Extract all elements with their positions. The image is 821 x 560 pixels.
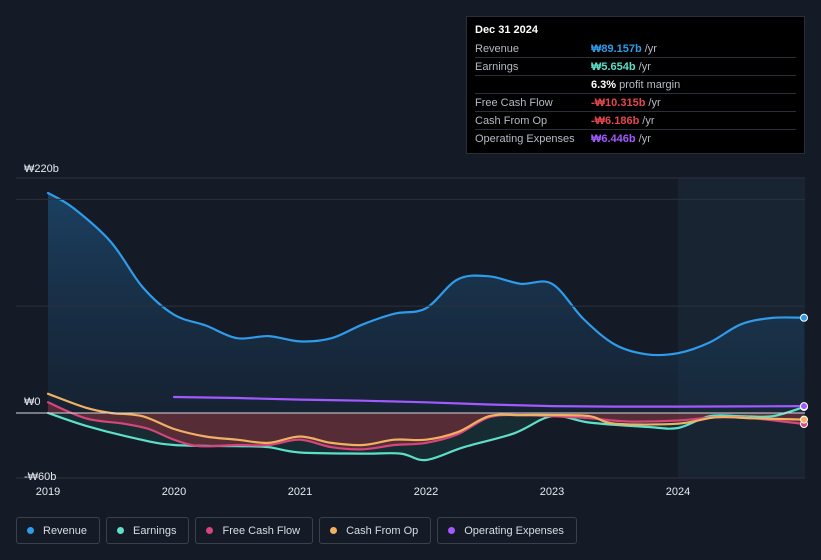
tooltip-label: Free Cash Flow xyxy=(475,96,553,109)
tooltip: Dec 31 2024 Revenue ₩89.157b/yr Earnings ₩5… xyxy=(466,16,805,154)
legend-label: Earnings xyxy=(133,524,177,537)
tooltip-unit: /yr xyxy=(638,132,651,145)
revenue-area xyxy=(48,193,804,413)
tooltip-row: Free Cash Flow -₩10.315b/yr xyxy=(475,93,796,111)
tooltip-row: Cash From Op -₩6.186b/yr xyxy=(475,111,796,129)
tooltip-value: -₩6.186b xyxy=(591,114,640,127)
tooltip-unit: /yr xyxy=(638,60,651,73)
tooltip-value: ₩5.654b xyxy=(591,60,636,73)
cash-from-op-end-marker xyxy=(800,415,808,424)
revenue-line xyxy=(46,191,806,357)
legend-item-revenue[interactable]: Revenue xyxy=(16,517,101,544)
free-cash-flow-area xyxy=(48,402,804,450)
y-tick-label: ₩220b xyxy=(24,163,59,175)
x-tick-label: 2021 xyxy=(288,486,312,498)
cash-from-op-line xyxy=(46,392,806,447)
legend-dot xyxy=(27,527,34,534)
tooltip-unit: /yr xyxy=(648,96,661,109)
legend: Revenue Earnings Free Cash Flow Cash From O… xyxy=(16,517,577,544)
legend-dot xyxy=(448,527,456,534)
tooltip-value: ₩6.446b xyxy=(591,132,636,145)
tooltip-row: Revenue ₩89.157b/yr xyxy=(475,40,796,57)
tooltip-unit: /yr xyxy=(642,114,655,127)
tooltip-label: Revenue xyxy=(475,42,520,55)
free-cash-flow-line xyxy=(46,401,806,451)
tooltip-value: 6.3% xyxy=(591,78,617,91)
tooltip-value: -₩10.315b xyxy=(591,96,646,109)
legend-label: Revenue xyxy=(43,524,88,537)
tooltip-label: Earnings xyxy=(475,60,519,73)
legend-item-operating-expenses[interactable]: Operating Expenses xyxy=(437,517,577,544)
tooltip-label: Operating Expenses xyxy=(475,132,575,145)
operating-expenses-line xyxy=(172,395,806,408)
tooltip-row: 6.3% profit margin xyxy=(475,75,796,93)
tooltip-date: Dec 31 2024 xyxy=(475,24,538,36)
x-tick-label: 2024 xyxy=(666,486,690,498)
legend-dot xyxy=(206,527,214,534)
legend-item-cash-from-op[interactable]: Cash From Op xyxy=(319,517,432,544)
legend-label: Free Cash Flow xyxy=(222,524,301,537)
x-tick-label: 2020 xyxy=(162,486,186,498)
y-tick-label: ₩0 xyxy=(24,396,41,408)
x-tick-label: 2023 xyxy=(540,486,564,498)
x-tick-label: 2019 xyxy=(36,486,60,498)
legend-dot xyxy=(117,527,125,534)
revenue-end-marker xyxy=(800,313,808,322)
legend-item-free-cash-flow[interactable]: Free Cash Flow xyxy=(195,517,314,544)
legend-item-earnings[interactable]: Earnings xyxy=(106,517,190,544)
y-tick-label: -₩60b xyxy=(24,471,56,483)
legend-label: Cash From Op xyxy=(346,524,419,537)
tooltip-row: Earnings ₩5.654b/yr xyxy=(475,57,796,75)
x-tick-label: 2022 xyxy=(414,486,438,498)
tooltip-unit: /yr xyxy=(644,42,657,55)
tooltip-value: ₩89.157b xyxy=(591,42,642,55)
tooltip-label: Cash From Op xyxy=(475,114,548,127)
tooltip-row: Operating Expenses ₩6.446b/yr xyxy=(475,129,796,147)
legend-dot xyxy=(330,527,338,534)
operating-expenses-end-marker xyxy=(800,402,808,411)
tooltip-unit: profit margin xyxy=(619,78,681,91)
legend-label: Operating Expenses xyxy=(464,524,564,537)
